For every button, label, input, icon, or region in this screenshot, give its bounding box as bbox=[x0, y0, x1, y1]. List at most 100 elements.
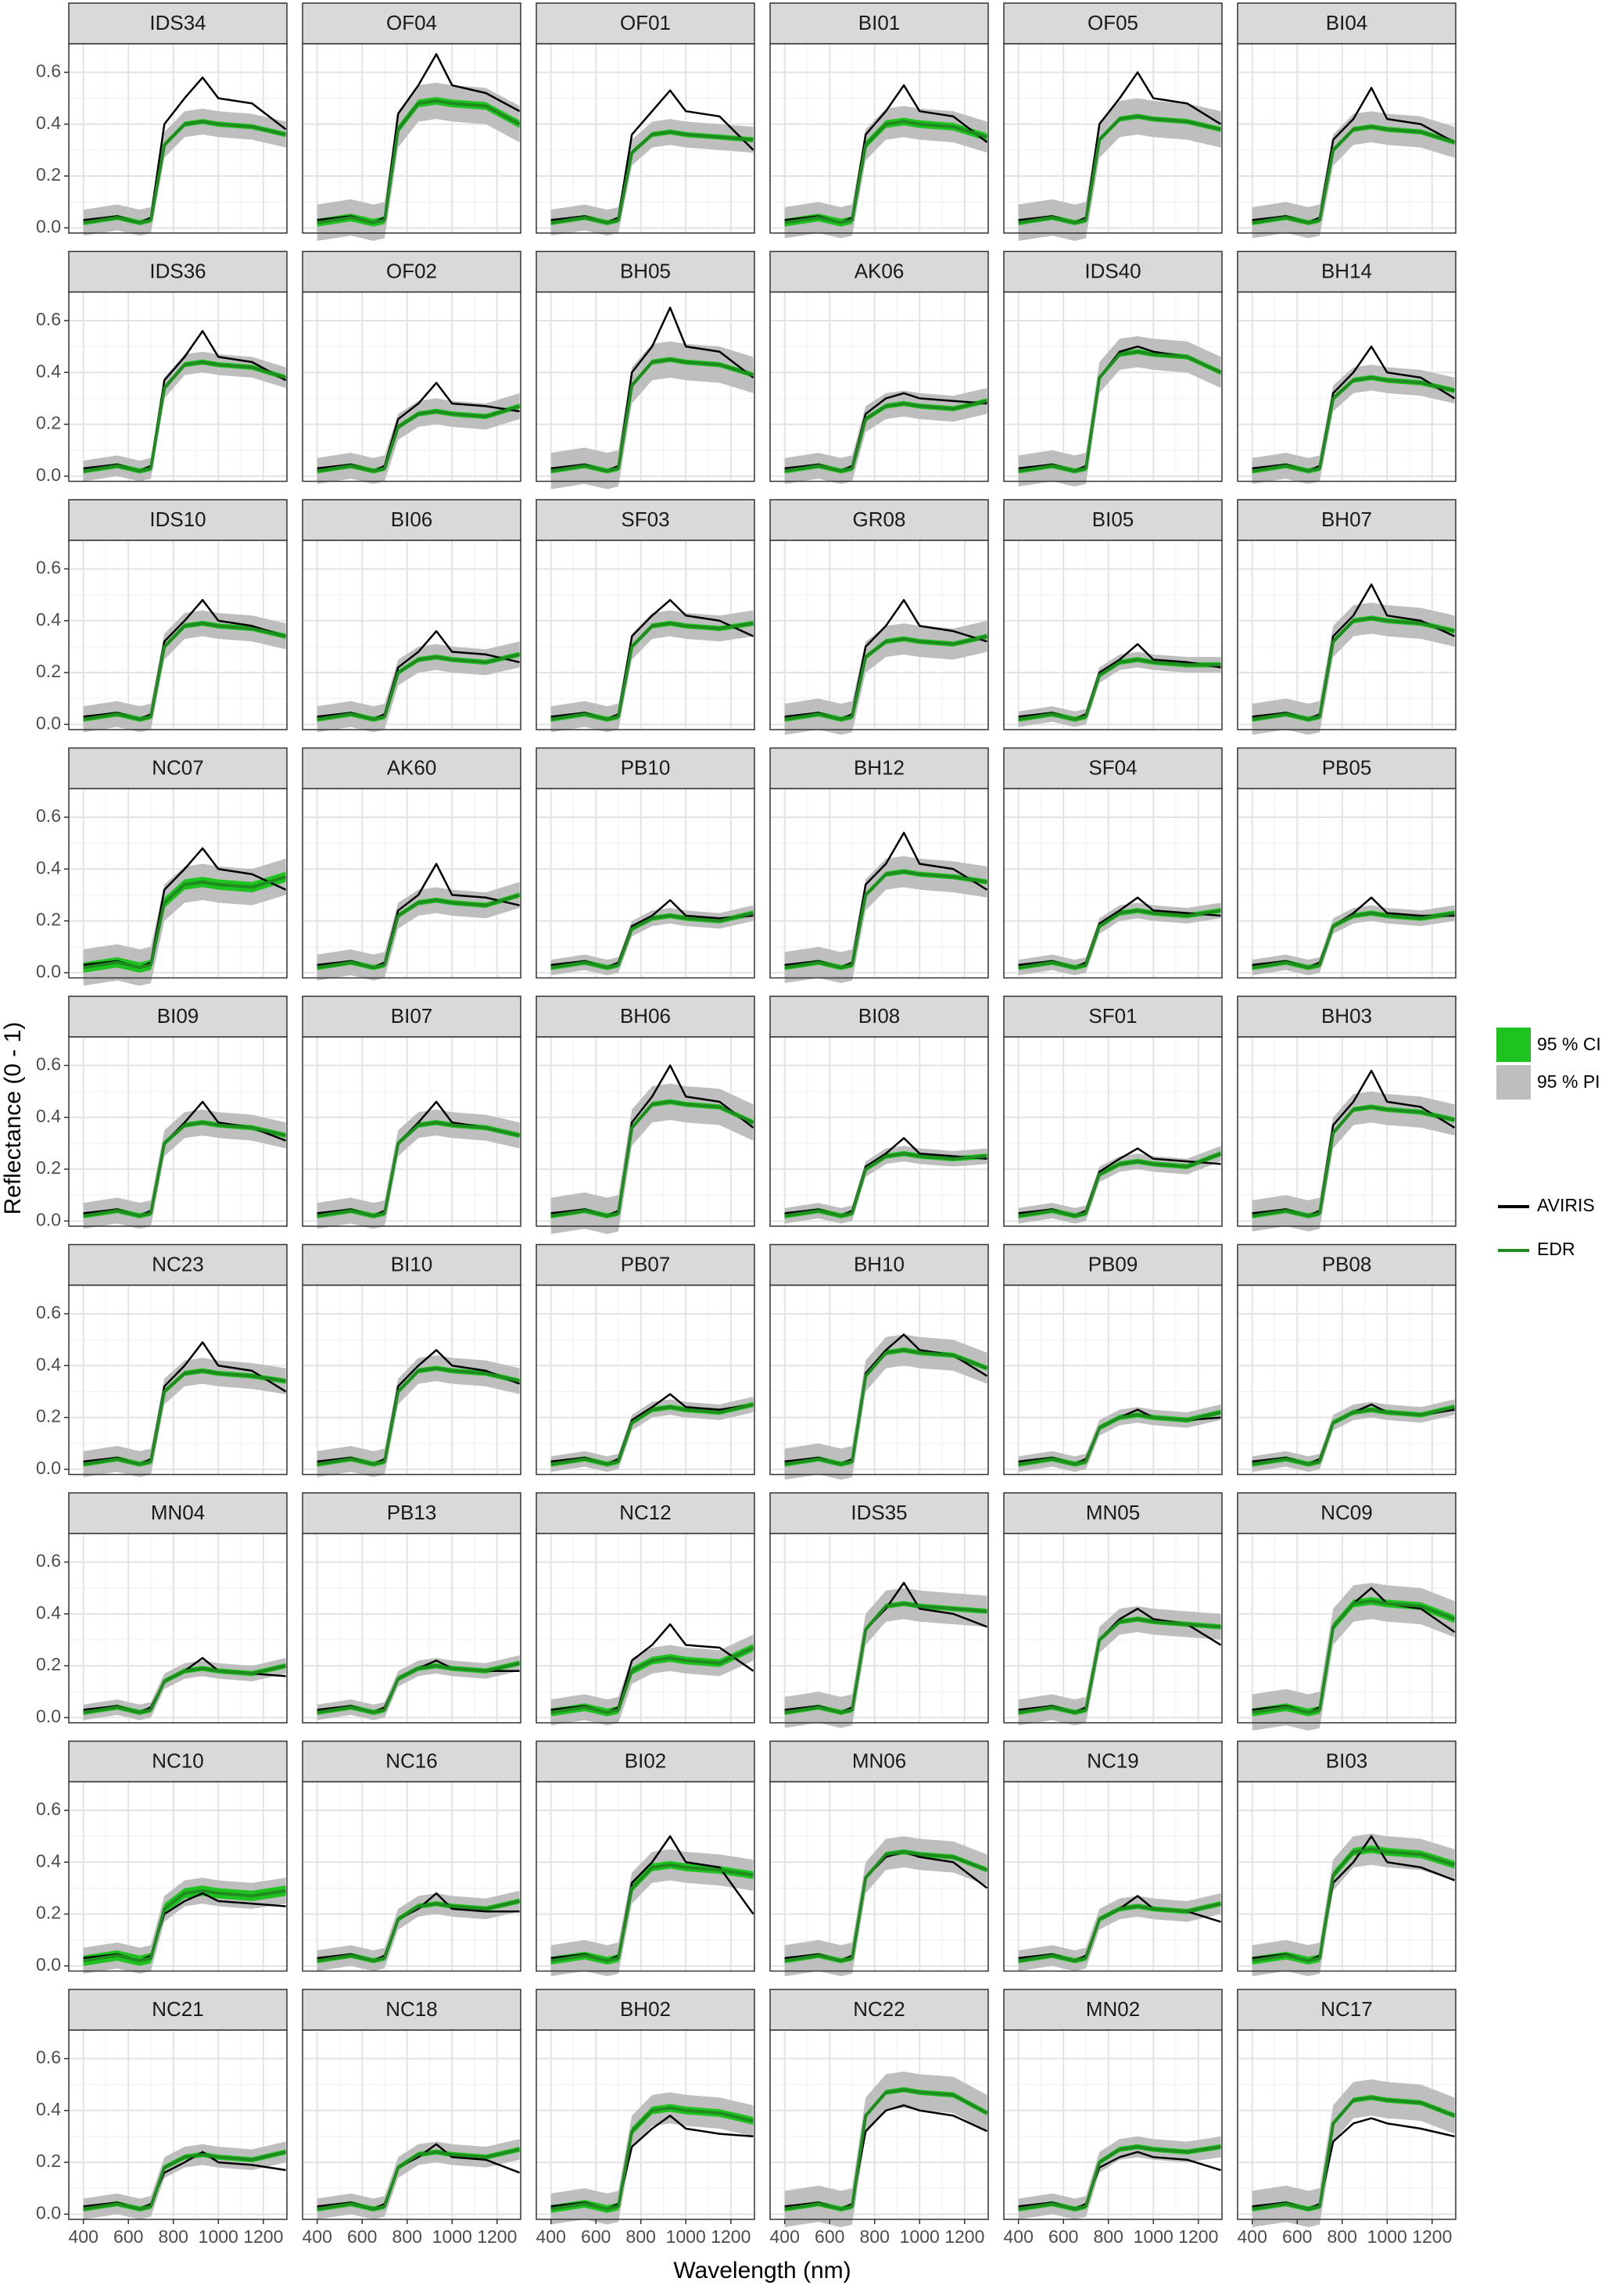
panel-title: BH02 bbox=[620, 1997, 671, 2021]
strip bbox=[769, 1492, 989, 1534]
strip bbox=[68, 1740, 288, 1783]
y-tick-label: 0.2 bbox=[36, 661, 61, 681]
pi-band bbox=[83, 1358, 286, 1477]
panel-title: BH12 bbox=[854, 755, 905, 779]
edr-line bbox=[317, 1121, 521, 1218]
x-tick-label: 1000 bbox=[432, 2226, 472, 2247]
panel-border bbox=[302, 43, 521, 234]
panel-border bbox=[1237, 1284, 1457, 1476]
strip bbox=[1003, 1492, 1223, 1534]
panel-title: PB13 bbox=[387, 1501, 437, 1524]
panel-title: PB07 bbox=[621, 1252, 671, 1275]
strip bbox=[1003, 747, 1223, 790]
panel-title: NC09 bbox=[1320, 1501, 1372, 1524]
edr-line bbox=[784, 634, 988, 721]
panel-border bbox=[1003, 1533, 1223, 1724]
edr-line bbox=[83, 1121, 287, 1218]
x-tick-label: 1000 bbox=[666, 2226, 706, 2247]
edr-line bbox=[1252, 911, 1455, 970]
panel-title: BI09 bbox=[157, 1004, 199, 1028]
strip bbox=[1003, 996, 1223, 1038]
panel-border bbox=[1003, 787, 1223, 979]
panel-title: BH03 bbox=[1321, 1004, 1372, 1028]
strip bbox=[536, 996, 755, 1038]
panel-title: NC18 bbox=[385, 1997, 437, 2021]
panel-title: GR08 bbox=[853, 508, 906, 531]
ci-band bbox=[784, 1601, 987, 1716]
y-tick-label: 0.2 bbox=[36, 1157, 61, 1178]
strip bbox=[68, 499, 288, 541]
pi-band bbox=[550, 1397, 754, 1473]
y-tick-label: 0.4 bbox=[36, 361, 61, 381]
panel-title: IDS34 bbox=[149, 11, 206, 34]
edr-line bbox=[83, 1664, 287, 1714]
y-tick-label: 0.0 bbox=[36, 1706, 61, 1726]
edr-line bbox=[83, 1889, 286, 1963]
pi-band bbox=[784, 1146, 987, 1224]
panel-border bbox=[68, 1036, 288, 1227]
pi-band bbox=[83, 610, 286, 733]
panel-border bbox=[302, 1036, 521, 1227]
panel-border bbox=[536, 1284, 755, 1476]
panel-border bbox=[302, 291, 521, 483]
panel-title: NC22 bbox=[853, 1997, 905, 2021]
panel-title: IDS35 bbox=[851, 1501, 907, 1524]
pi-band bbox=[1252, 1399, 1455, 1473]
panel-border bbox=[1237, 2029, 1457, 2220]
panel-title: OF01 bbox=[620, 11, 671, 34]
pi-band bbox=[1252, 2079, 1455, 2227]
x-tick-label: 800 bbox=[1094, 2226, 1123, 2247]
pi-band bbox=[1018, 98, 1221, 241]
panel-border bbox=[302, 787, 521, 979]
edr-line bbox=[317, 99, 521, 224]
panel-border bbox=[1237, 787, 1457, 979]
panel-border bbox=[302, 1533, 521, 1724]
strip bbox=[769, 250, 989, 293]
y-tick-label: 0.0 bbox=[36, 961, 61, 981]
strip bbox=[536, 1492, 755, 1534]
panel-border bbox=[536, 1036, 755, 1227]
edr-line bbox=[1252, 1847, 1456, 1963]
panel-border bbox=[536, 291, 755, 483]
strip bbox=[302, 499, 521, 541]
x-tick-label: 400 bbox=[303, 2226, 332, 2247]
edr-line bbox=[83, 1369, 286, 1466]
panel-title: PB08 bbox=[1322, 1252, 1372, 1275]
strip bbox=[1003, 1989, 1223, 2031]
edr-line bbox=[550, 2106, 754, 2211]
x-tick-label: 1200 bbox=[1178, 2226, 1218, 2247]
panel-border bbox=[68, 2029, 288, 2220]
panel-border bbox=[1237, 43, 1457, 234]
x-tick-label: 1200 bbox=[1412, 2226, 1452, 2247]
strip bbox=[1237, 250, 1457, 293]
y-tick-label: 0.0 bbox=[36, 1458, 61, 1478]
panel-border bbox=[769, 43, 989, 234]
strip bbox=[68, 1492, 288, 1534]
strip bbox=[1237, 1243, 1457, 1286]
x-tick-label: 1000 bbox=[1367, 2226, 1407, 2247]
edr-line bbox=[784, 120, 988, 224]
x-tick-label: 400 bbox=[1004, 2226, 1034, 2247]
y-tick-label: 0.4 bbox=[36, 857, 61, 877]
strip bbox=[536, 499, 755, 541]
x-tick-label: 1200 bbox=[243, 2226, 283, 2247]
x-tick-label: 1000 bbox=[199, 2226, 238, 2247]
edr-line bbox=[83, 622, 287, 721]
pi-band bbox=[550, 610, 754, 733]
panel-title: MN02 bbox=[1086, 1997, 1140, 2021]
pi-band bbox=[784, 1587, 987, 1728]
panel-border bbox=[769, 291, 989, 483]
strip bbox=[302, 2, 521, 45]
pi-band bbox=[550, 1083, 754, 1234]
x-tick-label: 1200 bbox=[944, 2226, 984, 2247]
edr-line bbox=[784, 870, 987, 970]
panel-border bbox=[1237, 291, 1457, 483]
y-tick-label: 0.6 bbox=[36, 1799, 61, 1819]
panel-border bbox=[1237, 1781, 1457, 1972]
panel-title: BI03 bbox=[1326, 1749, 1368, 1772]
edr-line bbox=[550, 1403, 754, 1466]
panel-border bbox=[769, 2029, 989, 2220]
panel-border bbox=[1237, 1036, 1457, 1227]
panel-title: OF04 bbox=[386, 11, 437, 34]
